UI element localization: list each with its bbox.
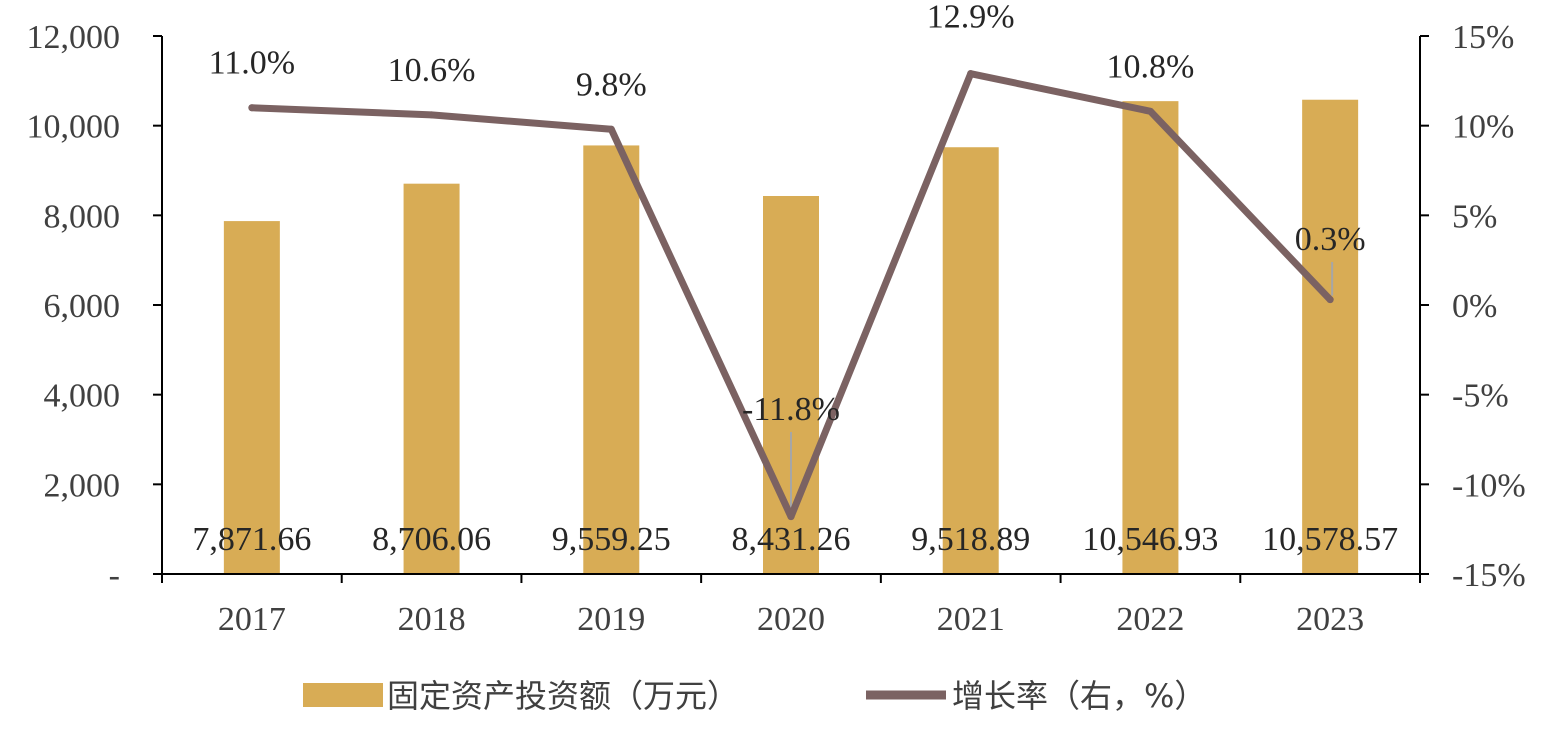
left-tick-label: 6,000 <box>44 288 121 325</box>
growth-point-2017 <box>248 104 256 112</box>
legend-bar-swatch <box>303 683 383 707</box>
leader-lines <box>790 262 1334 517</box>
right-tick-label: 10% <box>1452 109 1514 146</box>
bar-value-label: 10,578.57 <box>1262 521 1398 558</box>
growth-point-2023 <box>1326 296 1334 304</box>
rate-value-label: 12.9% <box>927 0 1015 36</box>
left-tick-label: - <box>109 557 120 594</box>
right-tick-label: -15% <box>1452 557 1526 594</box>
bar-value-label: 7,871.66 <box>192 521 311 558</box>
rate-data-labels: 11.0% 10.6% 9.8% -11.8% 12.9% 10.8% 0.3% <box>209 0 1366 428</box>
legend-line-label: 增长率（右，%） <box>952 677 1206 715</box>
bar-data-labels: 7,871.66 8,706.06 9,559.25 8,431.26 9,518.89… <box>192 521 1398 558</box>
x-tick-label: 2023 <box>1296 601 1364 638</box>
rate-value-label: 9.8% <box>576 66 647 103</box>
x-tick-label: 2021 <box>937 601 1005 638</box>
growth-line-series <box>248 70 1334 521</box>
bar-value-label: 9,518.89 <box>911 521 1030 558</box>
bar-value-label: 10,546.93 <box>1082 521 1218 558</box>
bar-2023 <box>1302 99 1359 574</box>
left-tick-label: 8,000 <box>44 198 121 235</box>
x-tick-label: 2018 <box>398 601 466 638</box>
bar-2017 <box>223 221 280 574</box>
growth-point-2020 <box>787 513 795 521</box>
bar-value-label: 8,431.26 <box>732 521 851 558</box>
bar-series <box>223 99 1359 575</box>
right-tick-label: 0% <box>1452 288 1497 325</box>
right-tick-label: -10% <box>1452 467 1526 504</box>
growth-point-2022 <box>1146 107 1154 115</box>
growth-point-2018 <box>428 111 436 119</box>
x-tick-label: 2020 <box>757 601 825 638</box>
rate-value-label: 0.3% <box>1295 221 1366 258</box>
bar-2022 <box>1122 101 1179 575</box>
growth-point-2019 <box>607 125 615 133</box>
x-tick-label: 2017 <box>218 601 286 638</box>
rate-value-label: 10.6% <box>388 52 476 89</box>
right-y-axis: -15% -10% -5% 0% 5% 10% 15% <box>1419 19 1526 594</box>
left-tick-label: 4,000 <box>44 378 121 415</box>
bar-value-label: 9,559.25 <box>552 521 671 558</box>
right-tick-label: 5% <box>1452 198 1497 235</box>
left-y-axis: - 2,000 4,000 6,000 8,000 10,000 12,000 <box>27 19 163 594</box>
rate-value-label: -11.8% <box>742 391 840 428</box>
x-tick-label: 2019 <box>577 601 645 638</box>
left-tick-label: 2,000 <box>44 467 121 504</box>
growth-point-2021 <box>967 70 975 78</box>
rate-value-label: 10.8% <box>1107 48 1195 85</box>
bar-2019 <box>583 145 640 575</box>
right-tick-label: 15% <box>1452 19 1514 56</box>
x-axis: 2017 2018 2019 2020 2021 2022 2023 <box>161 573 1421 638</box>
bar-2018 <box>403 183 460 574</box>
x-tick-label: 2022 <box>1116 601 1184 638</box>
legend: 固定资产投资额（万元） 增长率（右，%） <box>303 677 1206 715</box>
rate-value-label: 11.0% <box>209 45 296 82</box>
bar-value-label: 8,706.06 <box>372 521 491 558</box>
right-tick-label: -5% <box>1452 378 1509 415</box>
left-tick-label: 10,000 <box>27 109 121 146</box>
bar-2021 <box>942 147 999 574</box>
left-tick-label: 12,000 <box>27 19 121 56</box>
legend-bar-label: 固定资产投资额（万元） <box>387 677 739 715</box>
